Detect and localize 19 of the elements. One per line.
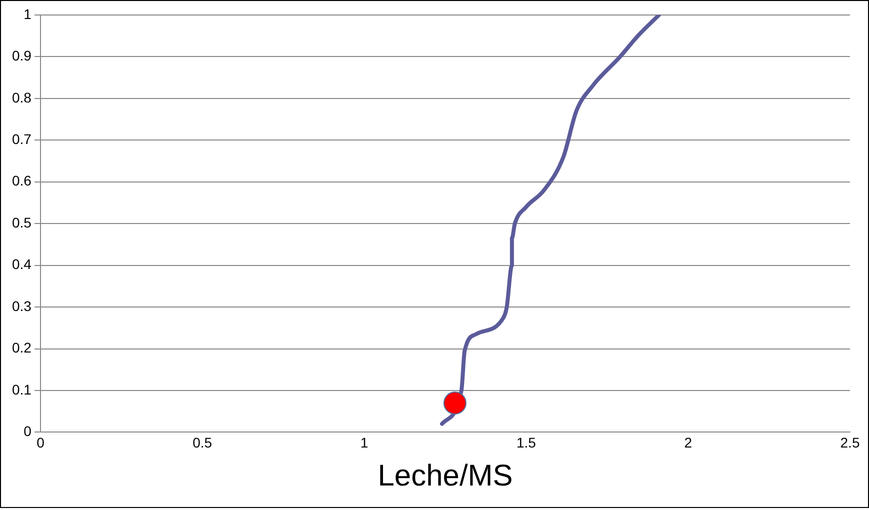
- y-tick-label: 0.9: [12, 48, 32, 64]
- y-tick-label: 0.4: [12, 256, 32, 272]
- x-tick-label: 2.5: [840, 434, 860, 450]
- y-tick-label: 0.6: [12, 172, 32, 189]
- y-tick-label: 0.3: [12, 298, 32, 314]
- x-tick-label: 1: [360, 434, 368, 450]
- x-tick-label: 2: [684, 434, 692, 450]
- y-tick-label: 1: [24, 6, 32, 22]
- y-tick-label: 0: [24, 423, 32, 440]
- y-tick-label: 0.7: [12, 131, 32, 148]
- x-tick-label: 1.5: [516, 434, 536, 450]
- x-tick-label: 0: [36, 434, 45, 450]
- x-axis-title: Leche/MS: [378, 459, 513, 492]
- x-tick-label: 0.5: [192, 434, 212, 450]
- y-tick-label: 0.8: [12, 89, 32, 106]
- y-tick-label: 0.1: [12, 381, 32, 398]
- line-series: [440, 15, 661, 426]
- y-tick-label: 0.2: [12, 340, 32, 356]
- y-tick-label: 0.5: [12, 214, 32, 230]
